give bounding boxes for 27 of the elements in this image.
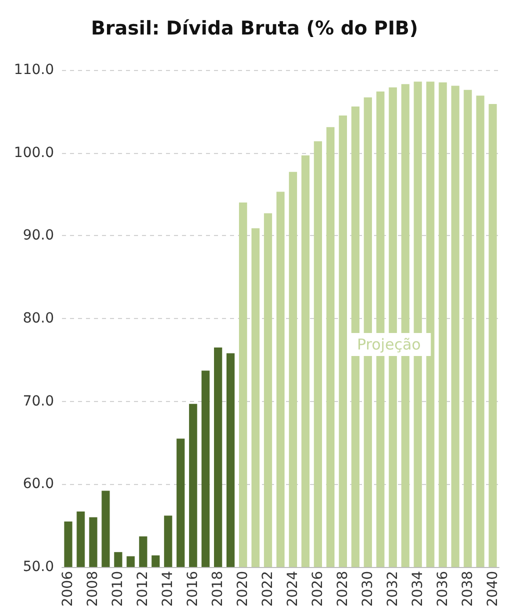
y-tick-label: 60.0 bbox=[22, 476, 54, 492]
x-tick-label: 2036 bbox=[434, 570, 451, 607]
x-tick-label: 2030 bbox=[360, 571, 376, 607]
x-tick-label: 2028 bbox=[334, 571, 351, 607]
x-tick-label: 2020 bbox=[235, 571, 252, 607]
y-tick-label: 70.0 bbox=[22, 393, 54, 410]
y-tick-label: 100.0 bbox=[14, 144, 54, 161]
x-tick-label: 2032 bbox=[384, 571, 401, 607]
x-tick-label: 2006 bbox=[60, 570, 76, 607]
x-tick-label: 2038 bbox=[460, 571, 476, 607]
x-tick-label: 2024 bbox=[284, 570, 301, 607]
x-tick-label: 2022 bbox=[260, 571, 276, 607]
x-tick-label: 2010 bbox=[110, 571, 126, 607]
x-tick-label: 2014 bbox=[160, 570, 176, 607]
x-tick-label: 2016 bbox=[185, 570, 202, 607]
chart-title: Brasil: Dívida Bruta (% do PIB) bbox=[90, 18, 418, 40]
y-tick-label: 50.0 bbox=[22, 559, 54, 575]
y-tick-label: 90.0 bbox=[22, 228, 54, 244]
x-tick-label: 2040 bbox=[484, 571, 501, 607]
y-tick-label: 80.0 bbox=[22, 310, 54, 326]
x-tick-label: 2026 bbox=[310, 570, 326, 607]
y-tick-label: 110.0 bbox=[14, 62, 54, 78]
x-tick-label: 2034 bbox=[410, 570, 426, 607]
x-tick-label: 2012 bbox=[135, 571, 152, 607]
annotation: Projeção bbox=[357, 336, 421, 354]
x-tick-label: 2008 bbox=[85, 571, 102, 607]
x-tick-label: 2018 bbox=[210, 571, 226, 607]
